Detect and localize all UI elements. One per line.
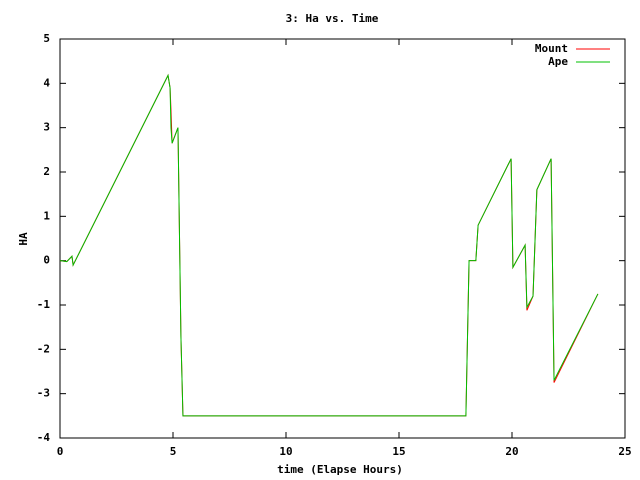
x-tick-label: 5 xyxy=(170,445,177,458)
x-tick-label: 15 xyxy=(392,445,405,458)
x-axis-label: time (Elapse Hours) xyxy=(277,463,403,476)
legend-label: Mount xyxy=(535,42,568,55)
y-axis-label: HA xyxy=(17,232,30,246)
x-tick-label: 25 xyxy=(618,445,631,458)
y-tick-label: -2 xyxy=(37,342,50,355)
y-tick-label: 5 xyxy=(43,32,50,45)
y-tick-label: -4 xyxy=(37,431,51,444)
x-tick-label: 20 xyxy=(505,445,518,458)
x-tick-label: 0 xyxy=(57,445,64,458)
y-tick-label: 1 xyxy=(43,209,50,222)
x-tick-label: 10 xyxy=(279,445,292,458)
y-tick-label: -3 xyxy=(37,387,50,400)
plot-border xyxy=(59,38,626,439)
legend-label: Ape xyxy=(548,55,568,68)
y-tick-label: 2 xyxy=(43,165,50,178)
y-tick-label: 0 xyxy=(43,254,50,267)
y-tick-label: 4 xyxy=(43,76,50,89)
chart-title: 3: Ha vs. Time xyxy=(286,12,379,25)
y-tick-label: -1 xyxy=(37,298,51,311)
data-line xyxy=(59,73,599,417)
y-tick-label: 3 xyxy=(43,121,50,134)
